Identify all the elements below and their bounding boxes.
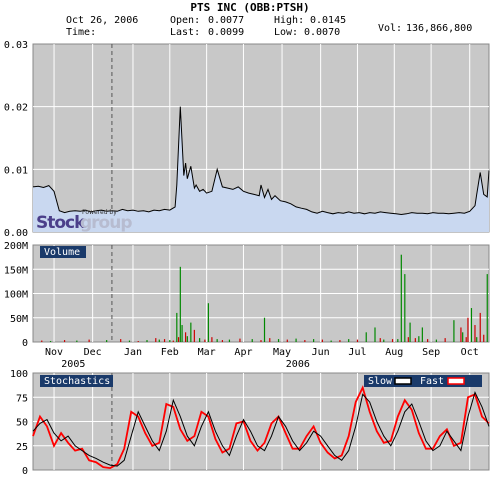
price-area-fill	[33, 106, 489, 232]
price-series	[32, 106, 490, 232]
legend-fast-label: Fast	[420, 376, 444, 387]
x-tick-label: Jan	[124, 347, 142, 358]
y-tick-label: 0.02	[4, 103, 28, 114]
x-tick-label: Nov	[45, 347, 63, 358]
last-label: Last:	[170, 27, 200, 38]
watermark-stock: Stock	[36, 213, 86, 233]
price-line	[32, 106, 490, 216]
x-tick-label: Dec	[84, 347, 102, 358]
x-tick-label: Jun	[312, 347, 330, 358]
price-y-axis: 0.03 0.02 0.01 0.00	[4, 40, 28, 239]
y-tick-label: 50	[16, 418, 28, 429]
y-tick-label: 0	[22, 466, 28, 477]
stochastics-legend: Slow Fast	[364, 375, 482, 387]
x-tick-label: Sep	[422, 347, 440, 358]
y-tick-label: 75	[16, 393, 28, 404]
stochastics-label-bg	[40, 375, 113, 387]
x-tick-label: May	[273, 347, 291, 358]
low-value: 0.0070	[304, 27, 340, 38]
volume-bars	[41, 254, 488, 342]
time-x-axis: Nov Dec Jan Feb Mar Apr May Jun Jul Aug Sep Oct 2005…	[45, 347, 479, 370]
stockgroup-watermark: Powered by Stock group	[36, 209, 133, 233]
high-label: High:	[274, 15, 304, 26]
y-tick-label: 0.01	[4, 165, 28, 176]
volume-label-bg	[40, 246, 86, 258]
vol-label: Vol:	[378, 23, 402, 34]
y-tick-label: 100	[10, 369, 28, 380]
y-tick-label: 200M	[4, 241, 28, 252]
fast-line	[32, 385, 490, 470]
legend-fast-swatch	[447, 377, 465, 385]
watermark-group: group	[80, 213, 132, 233]
y-tick-label: 100M	[4, 290, 28, 301]
stochastics-label: Stochastics	[44, 376, 110, 387]
y-tick-label: 0	[22, 338, 28, 349]
y-tick-label: 0.03	[4, 40, 28, 51]
slow-line	[32, 391, 490, 467]
y-tick-label: 25	[16, 442, 28, 453]
x-tick-label: Apr	[234, 347, 252, 358]
stochastics-y-axis: 100 75 50 25 0	[10, 369, 28, 477]
high-value: 0.0145	[310, 15, 346, 26]
y-tick-label: 0.00	[4, 228, 28, 239]
volume-grid	[33, 245, 489, 342]
open-label: Open:	[170, 15, 200, 26]
x-tick-label: Mar	[198, 347, 216, 358]
legend-slow-swatch	[394, 377, 412, 385]
x-tick-label: Feb	[161, 347, 179, 358]
x-year-label: 2005	[61, 359, 85, 370]
y-tick-label: 150M	[4, 265, 28, 276]
watermark-powered: Powered by	[82, 209, 117, 216]
header-date: Oct 26, 2006	[66, 15, 138, 26]
x-tick-label: Oct	[461, 347, 479, 358]
stochastics-lines	[32, 385, 490, 470]
y-tick-label: 50M	[10, 314, 28, 325]
x-year-label: 2006	[286, 359, 310, 370]
vol-value: 136,866,800	[406, 23, 472, 34]
open-value: 0.0077	[208, 15, 244, 26]
x-tick-label: Jul	[348, 347, 366, 358]
volume-y-axis: 200M 150M 100M 50M 0	[4, 241, 28, 349]
x-tick-label: Aug	[385, 347, 403, 358]
legend-slow-label: Slow	[368, 376, 393, 387]
low-label: Low:	[274, 27, 298, 38]
last-value: 0.0099	[208, 27, 244, 38]
volume-label: Volume	[44, 247, 80, 258]
chart-title: PTS INC (OBB:PTSH)	[190, 1, 309, 14]
header-time-label: Time:	[66, 27, 96, 38]
